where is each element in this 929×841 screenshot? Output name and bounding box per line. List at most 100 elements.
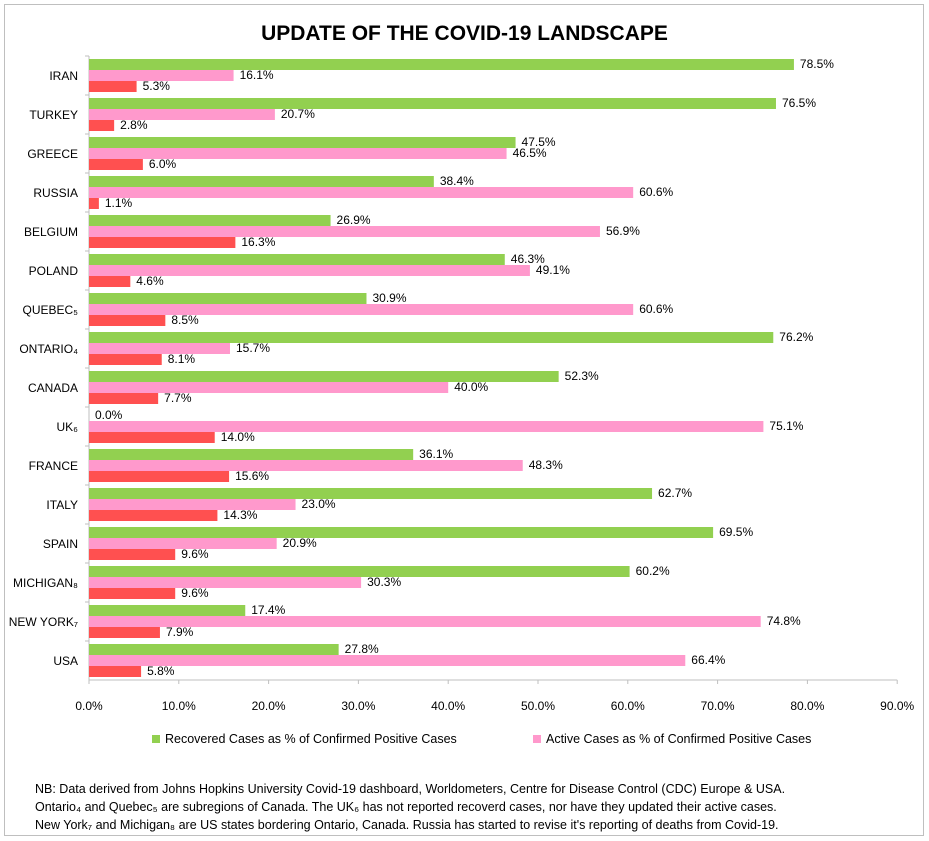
data-label: 78.5% (800, 57, 834, 71)
footnote-line-1: NB: Data derived from Johns Hopkins Univ… (35, 782, 786, 796)
data-label: 15.6% (235, 469, 269, 483)
legend-swatch-active (533, 734, 541, 743)
x-tick-label: 60.0% (611, 699, 645, 713)
data-label: 16.3% (241, 235, 275, 249)
data-label: 47.5% (522, 135, 556, 149)
data-label: 5.8% (147, 664, 175, 678)
data-label: 6.0% (149, 157, 177, 171)
bar (89, 588, 176, 599)
bar (89, 527, 714, 538)
y-tick-label: NEW YORK₇ (9, 615, 78, 629)
bar (89, 538, 277, 549)
data-label: 49.1% (536, 263, 570, 277)
data-label: 74.8% (767, 614, 801, 628)
bar (89, 605, 246, 616)
bar (89, 98, 776, 109)
data-label: 56.9% (606, 224, 640, 238)
data-label: 66.4% (691, 653, 725, 667)
y-tick-label: MICHIGAN₈ (13, 576, 78, 590)
data-label: 52.3% (565, 369, 599, 383)
data-label: 46.3% (511, 252, 545, 266)
legend-item-active: Active Cases as % of Confirmed Positive … (533, 732, 811, 746)
data-label: 2.8% (120, 118, 148, 132)
bar (89, 70, 234, 81)
data-label: 20.7% (281, 107, 315, 121)
data-label: 16.1% (240, 68, 274, 82)
data-label: 1.1% (105, 196, 133, 210)
data-label: 7.9% (166, 625, 194, 639)
data-label: 76.2% (779, 330, 813, 344)
data-label: 5.3% (143, 79, 171, 93)
data-label: 9.6% (181, 547, 209, 561)
data-label: 15.7% (236, 341, 270, 355)
x-tick-label: 90.0% (880, 699, 914, 713)
x-tick-label: 0.0% (75, 699, 103, 713)
bar (89, 59, 794, 70)
y-tick-label: TURKEY (29, 108, 78, 122)
chart-title: UPDATE OF THE COVID-19 LANDSCAPE (261, 22, 668, 45)
bar (89, 644, 339, 655)
legend-label-recovered: Recovered Cases as % of Confirmed Positi… (165, 732, 457, 746)
bar (89, 148, 507, 159)
data-label: 38.4% (440, 174, 474, 188)
bar (89, 187, 634, 198)
bar (89, 471, 230, 482)
data-label: 60.2% (636, 564, 670, 578)
y-tick-label: IRAN (49, 69, 78, 83)
bar (89, 499, 296, 510)
data-label: 0.0% (95, 408, 123, 422)
bar (89, 460, 523, 471)
bar (89, 577, 362, 588)
data-label: 76.5% (782, 96, 816, 110)
bar (89, 343, 230, 354)
y-tick-label: SPAIN (43, 537, 78, 551)
legend-label-active: Active Cases as % of Confirmed Positive … (546, 732, 812, 746)
y-tick-label: ITALY (46, 498, 78, 512)
data-label: 14.0% (221, 430, 255, 444)
data-label: 48.3% (529, 458, 563, 472)
bar (89, 159, 143, 170)
data-label: 8.1% (168, 352, 196, 366)
data-label: 4.6% (136, 274, 164, 288)
bar (89, 666, 142, 677)
x-tick-label: 70.0% (701, 699, 735, 713)
data-label: 62.7% (658, 486, 692, 500)
bar (89, 226, 600, 237)
x-tick-label: 50.0% (521, 699, 555, 713)
bar (89, 627, 160, 638)
bar (89, 265, 530, 276)
bar (89, 198, 99, 209)
footnote-line-2: Ontario₄ and Quebec₅ are subregions of C… (35, 800, 777, 814)
bar (89, 276, 131, 287)
x-tick-label: 30.0% (341, 699, 375, 713)
bar (89, 421, 764, 432)
bar (89, 254, 505, 265)
bar (89, 616, 761, 627)
legend-item-recovered: Recovered Cases as % of Confirmed Positi… (152, 732, 457, 746)
y-tick-label: CANADA (28, 381, 78, 395)
x-tick-label: 20.0% (252, 699, 286, 713)
x-tick-label: 80.0% (790, 699, 824, 713)
bar (89, 510, 218, 521)
data-label: 7.7% (164, 391, 192, 405)
data-label: 69.5% (719, 525, 753, 539)
data-label: 26.9% (337, 213, 371, 227)
y-tick-label: USA (53, 654, 78, 668)
bar (89, 354, 162, 365)
x-tick-label: 10.0% (162, 699, 196, 713)
bar (89, 304, 634, 315)
bar (89, 393, 159, 404)
bar (89, 432, 215, 443)
data-label: 30.3% (367, 575, 401, 589)
bar (89, 293, 367, 304)
footnote-line-3: New York₇ and Michigan₈ are US states bo… (35, 818, 779, 832)
data-label: 9.6% (181, 586, 209, 600)
y-tick-label: ONTARIO₄ (19, 342, 78, 356)
bar (89, 382, 449, 393)
data-label: 27.8% (345, 642, 379, 656)
y-tick-label: GREECE (27, 147, 78, 161)
data-label: 60.6% (639, 185, 673, 199)
bar (89, 81, 137, 92)
data-label: 8.5% (171, 313, 199, 327)
bar (89, 332, 774, 343)
